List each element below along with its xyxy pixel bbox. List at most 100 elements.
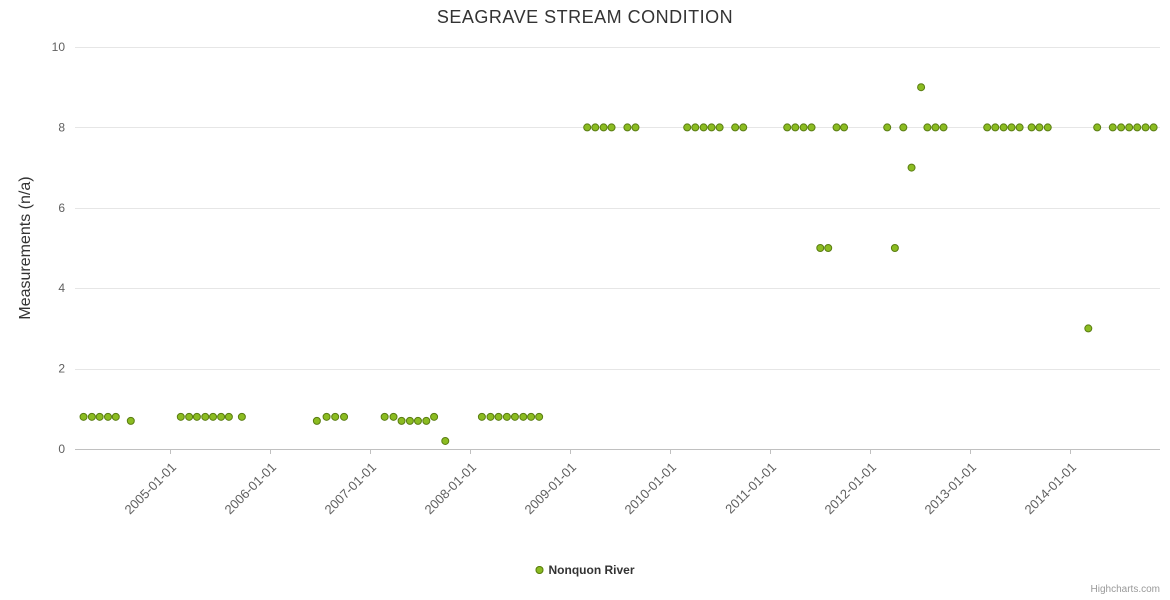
x-axis-tick-label: 2005-01-01: [121, 460, 179, 518]
data-point[interactable]: [731, 123, 740, 132]
highcharts-credits[interactable]: Highcharts.com: [1090, 584, 1160, 595]
data-point[interactable]: [413, 416, 422, 425]
data-point[interactable]: [599, 123, 608, 132]
data-point[interactable]: [510, 412, 519, 421]
data-point[interactable]: [683, 123, 692, 132]
data-point[interactable]: [591, 123, 600, 132]
data-point[interactable]: [237, 412, 246, 421]
data-point[interactable]: [840, 123, 849, 132]
data-point[interactable]: [739, 123, 748, 132]
data-point[interactable]: [185, 412, 194, 421]
data-point[interactable]: [623, 123, 632, 132]
data-point[interactable]: [1093, 123, 1102, 132]
data-point[interactable]: [340, 412, 349, 421]
data-point[interactable]: [389, 412, 398, 421]
data-point[interactable]: [486, 412, 495, 421]
data-point[interactable]: [217, 412, 226, 421]
x-axis-tick-label: 2010-01-01: [621, 460, 679, 518]
data-point[interactable]: [79, 412, 88, 421]
x-axis-tick-label: 2009-01-01: [521, 460, 579, 518]
data-point[interactable]: [991, 123, 1000, 132]
data-point[interactable]: [126, 416, 135, 425]
data-point[interactable]: [699, 123, 708, 132]
x-axis-tick-label: 2007-01-01: [321, 460, 379, 518]
data-point[interactable]: [1084, 324, 1093, 333]
data-point[interactable]: [405, 416, 414, 425]
data-point[interactable]: [111, 412, 120, 421]
data-point[interactable]: [95, 412, 104, 421]
y-axis-tick-label: 6: [58, 201, 65, 215]
data-point[interactable]: [816, 244, 825, 252]
data-point[interactable]: [422, 416, 431, 425]
data-point[interactable]: [807, 123, 816, 132]
data-point[interactable]: [192, 412, 201, 421]
data-point[interactable]: [103, 412, 112, 421]
data-point[interactable]: [1035, 123, 1044, 132]
data-point[interactable]: [917, 83, 926, 92]
y-axis-tick-label: 2: [58, 362, 65, 376]
data-point[interactable]: [380, 412, 389, 421]
data-point[interactable]: [1141, 123, 1150, 132]
legend-series-label: Nonquon River: [548, 563, 635, 577]
data-point[interactable]: [999, 123, 1008, 132]
data-point[interactable]: [691, 123, 700, 132]
x-axis-tick-label: 2013-01-01: [921, 460, 979, 518]
data-point[interactable]: [201, 412, 210, 421]
data-point[interactable]: [1027, 123, 1036, 132]
data-point[interactable]: [824, 244, 833, 252]
legend-item-nonquon-river[interactable]: Nonquon River: [535, 563, 635, 577]
data-point[interactable]: [312, 416, 321, 425]
data-point[interactable]: [441, 436, 450, 445]
data-point[interactable]: [983, 123, 992, 132]
data-point[interactable]: [1117, 123, 1126, 132]
data-point[interactable]: [477, 412, 486, 421]
data-point[interactable]: [1149, 123, 1158, 132]
data-point[interactable]: [832, 123, 841, 132]
data-point[interactable]: [583, 123, 592, 132]
data-point[interactable]: [176, 412, 185, 421]
data-point[interactable]: [1133, 123, 1142, 132]
x-axis-tick-label: 2011-01-01: [722, 460, 779, 517]
data-point[interactable]: [931, 123, 940, 132]
data-point[interactable]: [907, 163, 916, 172]
data-point[interactable]: [791, 123, 800, 132]
y-axis-tick-label: 8: [58, 120, 65, 134]
data-point[interactable]: [331, 412, 340, 421]
data-point[interactable]: [890, 244, 899, 252]
data-point[interactable]: [899, 123, 908, 132]
y-axis-tick-label: 0: [58, 442, 65, 456]
data-point[interactable]: [631, 123, 640, 132]
data-point[interactable]: [939, 123, 948, 132]
data-point[interactable]: [535, 412, 544, 421]
y-axis-tick-label: 4: [58, 281, 65, 295]
x-axis-tick-label: 2014-01-01: [1021, 460, 1079, 518]
data-point[interactable]: [430, 412, 439, 421]
data-point[interactable]: [883, 123, 892, 132]
data-point[interactable]: [322, 412, 331, 421]
data-point[interactable]: [87, 412, 96, 421]
data-point[interactable]: [494, 412, 503, 421]
data-point[interactable]: [527, 412, 536, 421]
data-point[interactable]: [519, 412, 528, 421]
data-point[interactable]: [923, 123, 932, 132]
data-point[interactable]: [502, 412, 511, 421]
data-point[interactable]: [397, 416, 406, 425]
data-point[interactable]: [1108, 123, 1117, 132]
data-point[interactable]: [1043, 123, 1052, 132]
data-point[interactable]: [783, 123, 792, 132]
data-point[interactable]: [1007, 123, 1016, 132]
data-point[interactable]: [799, 123, 808, 132]
data-point[interactable]: [1015, 123, 1024, 132]
x-axis-tick-label: 2008-01-01: [421, 460, 479, 518]
data-point[interactable]: [707, 123, 716, 132]
chart-title: SEAGRAVE STREAM CONDITION: [436, 7, 734, 27]
x-axis-tick-label: 2012-01-01: [821, 460, 879, 518]
data-point[interactable]: [715, 123, 724, 132]
y-axis-tick-label: 10: [52, 40, 66, 54]
data-point[interactable]: [607, 123, 616, 132]
data-point[interactable]: [224, 412, 233, 421]
data-point[interactable]: [209, 412, 218, 421]
data-point[interactable]: [1125, 123, 1134, 132]
